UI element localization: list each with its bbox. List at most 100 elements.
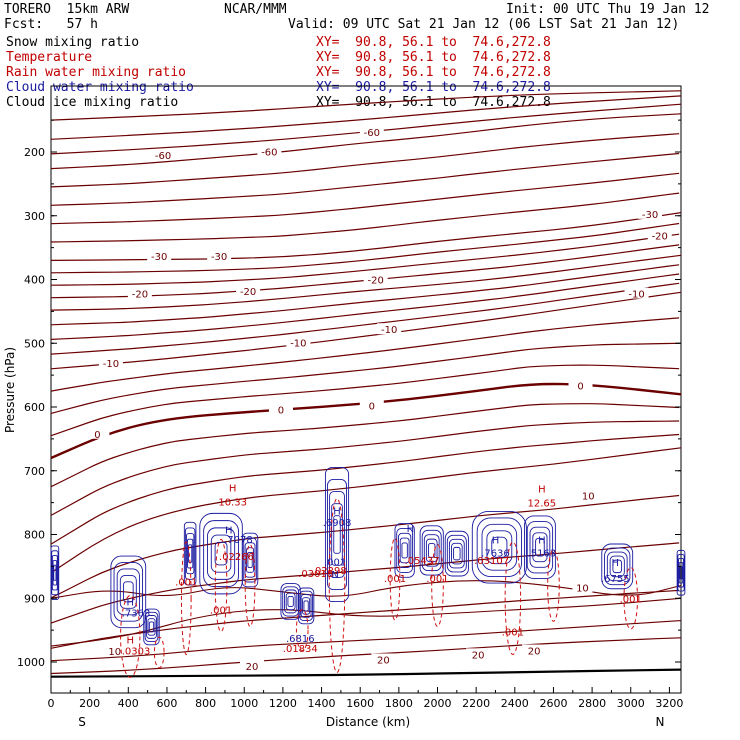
temperature-contour-line (50, 254, 682, 311)
field-annotation: .0303 (122, 647, 151, 658)
temperature-contour-line (50, 212, 682, 261)
init-time: Init: 00 UTC Thu 19 Jan 12 (506, 2, 710, 17)
cloud-water-contour (676, 549, 686, 596)
field-annotation: N (331, 570, 338, 581)
cloud-water-contour (299, 590, 313, 622)
rain-water-contour (214, 538, 228, 633)
cloud-water-contour (444, 530, 469, 577)
cloud-water-contour (481, 523, 518, 571)
cloud-water-contour (146, 615, 157, 639)
cloud-water-contour (448, 538, 465, 569)
cloud-water-contour (185, 533, 195, 575)
field-annotation: H (126, 597, 134, 608)
cloud-water-contour (280, 583, 301, 620)
cloud-water-contour (476, 517, 522, 578)
cloud-water-contour (526, 521, 554, 574)
field-annotation: .001 (175, 578, 197, 589)
rain-water-contour (623, 567, 639, 630)
cloud-water-contour (606, 551, 628, 582)
x-tick-label: 2200 (462, 697, 490, 710)
cloud-water-contour (50, 545, 60, 601)
temperature-contour-label: -20 (240, 287, 256, 298)
annotations: H10.33H12.65H.7078H.6908HH.7636H.5163H.6… (122, 483, 642, 657)
contour-label-bg (239, 659, 264, 671)
temperature-contour-line (50, 317, 680, 392)
cloud-water-contour (491, 536, 508, 558)
y-tick-label: 900 (24, 592, 45, 605)
field-annotation: H (612, 558, 620, 569)
cloud-water-contour (419, 525, 444, 576)
temperature-contour-line (50, 494, 680, 599)
field-snow-xy: XY= 90.8, 56.1 to 74.6,272.8 (316, 35, 551, 50)
cloud-water-contour (241, 532, 259, 588)
cloud-water-contour (303, 600, 309, 612)
x-tick-label: 1800 (385, 697, 413, 710)
temperature-contour-line (50, 382, 682, 460)
field-annotation: .001 (502, 627, 524, 638)
temperature-contour-label: 0 (577, 381, 583, 392)
temperature-contour-label: -60 (261, 147, 277, 158)
field-annotation: H (492, 536, 500, 547)
contour-label-bg (257, 145, 282, 157)
x-tick-label: 2600 (539, 697, 567, 710)
field-rain: Rain water mixing ratio (6, 65, 187, 80)
temperature-contour-line (50, 90, 682, 121)
temperature-contour-line (50, 620, 682, 662)
temperature-contour-line (50, 192, 680, 243)
x-tick-label: 600 (156, 697, 177, 710)
temperature-contour-label: 0 (94, 430, 100, 441)
temperature-contour-line (50, 113, 682, 170)
x-tick-label: 2400 (501, 697, 529, 710)
field-cloud-water: Cloud water mixing ratio (6, 80, 194, 95)
cloud-water-contour (471, 511, 527, 584)
temperature-contour-line (50, 433, 680, 545)
temperature-contour-label: 0 (369, 402, 375, 413)
rain-water-contour (328, 498, 346, 673)
temperature-contour-line (50, 597, 682, 647)
cloud-water-contour (612, 559, 623, 574)
field-annotation: .01834 (283, 644, 318, 655)
cloud-water-contour (601, 543, 634, 590)
cloud-water-contour (119, 574, 137, 609)
temperature-contour-line (50, 342, 680, 414)
cloud-water-contour (214, 541, 228, 566)
x-tick-label: 1000 (230, 697, 258, 710)
temperature-contour-line (50, 103, 682, 155)
cloud-water-contour (143, 608, 160, 646)
field-annotation: H (538, 536, 546, 547)
y-tick-label: 400 (24, 274, 45, 287)
rain-water-contour (153, 636, 165, 669)
cloud-water-contour (678, 562, 684, 584)
contour-label-bg (147, 249, 172, 261)
x-tick-label: 3200 (655, 697, 683, 710)
temperature-contour-label: -10 (628, 290, 644, 301)
y-tick-label: 800 (24, 529, 45, 542)
field-annotation: H (229, 483, 237, 494)
contour-label-bg (576, 489, 601, 501)
contour-label-bg (572, 581, 593, 593)
cloud-water-contour (287, 595, 294, 607)
rain-water-contour (180, 541, 192, 655)
field-annotation: .6908 (323, 518, 352, 529)
cloud-water-contour (532, 532, 548, 563)
rain-water-contour (504, 541, 522, 655)
temperature-contour-line (50, 172, 680, 225)
cloud-water-contour (52, 559, 58, 586)
y-axis-label: Pressure (hPa) (3, 347, 17, 433)
cloud-water-contour (184, 527, 196, 580)
contour-label-bg (359, 126, 384, 138)
y-tick-label: 200 (24, 146, 45, 159)
y-tick-label: 700 (24, 465, 45, 478)
x-axis: 0 200 400 600 800 1000 1200 1400 1600 1800 2000 220… (48, 687, 683, 710)
temperature-contour-label: 20 (472, 650, 485, 661)
cloud-water-contour (53, 564, 57, 581)
field-annotation: .03018 (298, 569, 333, 580)
temperature-contour-line (50, 233, 680, 286)
field-annotation: .7363 (122, 608, 151, 619)
temperature-contour-label: -30 (642, 210, 658, 221)
field-temperature-xy: XY= 90.8, 56.1 to 74.6,272.8 (316, 50, 551, 65)
x-tick-label: 200 (79, 697, 100, 710)
north-label: N (656, 715, 665, 729)
field-annotation: .001 (324, 557, 346, 568)
